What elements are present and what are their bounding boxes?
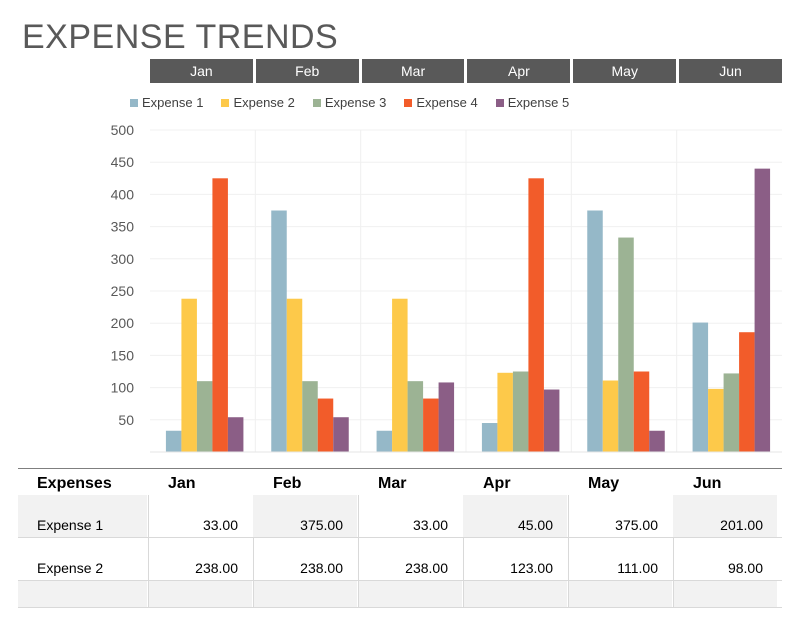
bar-expense-5-apr <box>543 389 560 452</box>
bar-expense-3-jun <box>723 373 740 452</box>
bar-expense-1-feb <box>271 210 287 452</box>
y-tick-label: 100 <box>111 380 135 396</box>
bar-expense-1-may <box>587 210 603 452</box>
table-header-feb: Feb <box>273 475 302 492</box>
bar-expense-2-may <box>602 380 619 452</box>
table-cell: 201.00 <box>673 495 778 537</box>
y-tick-label: 450 <box>111 154 135 170</box>
legend-label: Expense 3 <box>324 95 387 110</box>
legend-label: Expense 2 <box>233 95 295 110</box>
table-header: Expenses Jan Feb Mar Apr May Jun <box>18 469 782 495</box>
table-cell-empty <box>568 581 673 607</box>
table-cell-empty <box>18 581 148 607</box>
table-cell: 238.00 <box>358 538 463 580</box>
table-cell: 33.00 <box>358 495 463 537</box>
table-cell-empty <box>253 581 358 607</box>
bar-expense-2-apr <box>497 372 513 452</box>
legend-item-expense-2: Expense 2 <box>221 95 295 110</box>
bar-expense-2-mar <box>392 298 408 452</box>
month-header-jun: Jun <box>679 59 782 83</box>
month-header-mar: Mar <box>361 59 465 83</box>
table-cell: 33.00 <box>148 495 253 537</box>
table-cell: 238.00 <box>148 538 253 580</box>
month-header-may: May <box>573 59 677 83</box>
bar-expense-1-jun <box>692 322 709 452</box>
bar-expense-4-jun <box>739 332 755 452</box>
bar-expense-1-mar <box>376 430 393 452</box>
legend-swatch <box>312 98 321 107</box>
table-cell: 375.00 <box>253 495 358 537</box>
legend-item-expense-1: Expense 1 <box>130 95 203 110</box>
bar-expense-2-jun <box>708 388 724 452</box>
table-cell: 45.00 <box>463 495 568 537</box>
bar-expense-4-jan <box>212 178 228 453</box>
table-row-empty <box>18 581 782 608</box>
legend-label: Expense 4 <box>416 95 478 110</box>
bar-expense-5-jun <box>754 168 771 452</box>
y-tick-label: 250 <box>111 283 135 299</box>
table-cell: 238.00 <box>253 538 358 580</box>
bar-expense-2-feb <box>286 298 303 452</box>
y-tick-label: 50 <box>118 412 134 428</box>
table-cell: 111.00 <box>568 538 673 580</box>
table-cell: 98.00 <box>673 538 778 580</box>
bar-expense-3-apr <box>512 371 529 452</box>
table-cell-empty <box>673 581 778 607</box>
table-row: Expense 2 238.00 238.00 238.00 123.00 11… <box>18 538 782 581</box>
table-row: Expense 1 33.00 375.00 33.00 45.00 375.0… <box>18 495 782 538</box>
table-header-expenses: Expenses <box>37 475 112 492</box>
y-tick-label: 300 <box>111 251 135 267</box>
legend-swatch <box>130 98 138 107</box>
row-label: Expense 1 <box>18 495 148 537</box>
bar-expense-5-feb <box>333 417 349 452</box>
table-header-mar: Mar <box>378 475 407 492</box>
month-header-apr: Apr <box>467 59 571 83</box>
bar-expense-1-apr <box>481 423 498 452</box>
legend-item-expense-5: Expense 5 <box>495 95 570 110</box>
bar-expense-5-mar <box>438 382 455 452</box>
month-header-jan: Jan <box>150 59 253 83</box>
table-header-jun: Jun <box>693 475 722 492</box>
bar-expense-3-feb <box>302 381 318 452</box>
table-cell: 123.00 <box>463 538 568 580</box>
expense-bar-chart: 50 100 150 200 250 300 350 400 450 500 <box>111 122 782 453</box>
bar-expense-4-apr <box>528 178 544 453</box>
row-label: Expense 2 <box>18 538 148 580</box>
bar-expense-1-jan <box>165 430 182 452</box>
y-tick-label: 400 <box>111 186 135 202</box>
table-cell-empty <box>358 581 463 607</box>
expense-table: Expenses Jan Feb Mar Apr May Jun Expense… <box>18 468 782 608</box>
legend-item-expense-4: Expense 4 <box>404 95 478 110</box>
bar-expense-5-jan <box>227 417 244 452</box>
month-header: Jan Feb Mar Apr May Jun <box>150 59 782 83</box>
bar-expense-3-mar <box>407 381 424 452</box>
page-title: EXPENSE TRENDS <box>22 18 339 56</box>
legend-swatch <box>404 98 413 107</box>
chart-legend: Expense 1 Expense 2 Expense 3 Expense 4 … <box>130 95 569 110</box>
legend-item-expense-3: Expense 3 <box>312 95 387 110</box>
legend-label: Expense 1 <box>142 95 204 110</box>
legend-label: Expense 5 <box>507 95 570 110</box>
y-tick-label: 200 <box>111 315 135 331</box>
table-header-jan: Jan <box>168 475 196 492</box>
y-tick-label: 150 <box>111 347 135 363</box>
table-cell: 375.00 <box>568 495 673 537</box>
table-cell-empty <box>463 581 568 607</box>
legend-swatch <box>495 98 504 107</box>
table-header-apr: Apr <box>483 475 511 492</box>
table-cell-empty <box>148 581 253 607</box>
bar-expense-3-jan <box>196 381 213 452</box>
month-header-feb: Feb <box>255 59 359 83</box>
bar-expense-2-jan <box>181 298 197 452</box>
table-header-may: May <box>588 475 620 492</box>
bar-expense-4-mar <box>423 398 439 452</box>
bar-expense-5-may <box>649 430 665 452</box>
legend-swatch <box>221 98 230 107</box>
bar-expense-4-feb <box>317 398 334 452</box>
y-tick-label: 500 <box>111 122 135 138</box>
bar-expense-3-may <box>618 237 634 452</box>
y-tick-label: 350 <box>111 219 135 235</box>
bar-expense-4-may <box>633 371 650 452</box>
